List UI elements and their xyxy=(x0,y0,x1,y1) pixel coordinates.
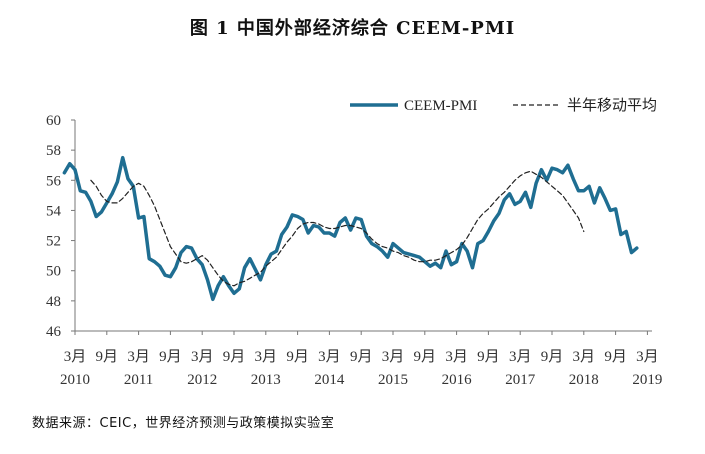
y-axis-labels: 60 58 56 54 52 50 48 46 xyxy=(46,113,62,340)
x-tick-year: 2017 xyxy=(505,372,536,388)
y-tick-label: 48 xyxy=(46,294,61,310)
x-tick-month: 9月 xyxy=(96,349,119,365)
x-tick-year: 2016 xyxy=(442,372,473,388)
x-tick-year: 2018 xyxy=(569,372,599,388)
y-tick-label: 58 xyxy=(46,143,61,159)
x-tick-month: 3月 xyxy=(636,349,659,365)
legend-label: 半年移动平均 xyxy=(567,97,657,114)
x-tick-month: 3月 xyxy=(573,349,596,365)
x-tick-month: 9月 xyxy=(604,349,627,365)
y-tick-label: 52 xyxy=(46,234,61,250)
x-tick-year: 2019 xyxy=(632,372,662,388)
x-tick-month: 3月 xyxy=(382,349,405,365)
y-tick-label: 54 xyxy=(46,203,62,219)
x-tick-month: 9月 xyxy=(414,349,437,365)
source-note: 数据来源：CEIC，世界经济预测与政策模拟实验室 xyxy=(32,416,335,431)
x-axis-labels: 3月 2010 9月 3月 2011 9月 3月 2012 9月 3月 2013 9月 3月 2014 9月… xyxy=(60,349,662,388)
chart-legend: CEEM-PMI 半年移动平均 xyxy=(350,97,657,114)
x-tick-month: 3月 xyxy=(255,349,278,365)
y-tick-label: 46 xyxy=(46,324,62,340)
series-line-ceem-pmi xyxy=(62,155,639,302)
x-tick-month: 9月 xyxy=(286,349,309,365)
x-tick-month: 9月 xyxy=(477,349,500,365)
y-tick-label: 56 xyxy=(46,173,62,189)
legend-label: CEEM-PMI xyxy=(404,98,477,114)
x-tick-month: 3月 xyxy=(445,349,468,365)
x-tick-year: 2014 xyxy=(314,372,345,388)
x-tick-year: 2015 xyxy=(378,372,408,388)
y-tick-label: 60 xyxy=(46,113,61,129)
x-tick-month: 3月 xyxy=(318,349,341,365)
y-tick-label: 50 xyxy=(46,264,61,280)
x-tick-year: 2010 xyxy=(60,372,90,388)
x-tick-month: 3月 xyxy=(127,349,150,365)
x-tick-month: 9月 xyxy=(223,349,246,365)
line-chart: 60 58 56 54 52 50 48 46 3月 2010 9月 3月 2011 9月 3月 2012 9… xyxy=(46,97,662,388)
x-tick-year: 2013 xyxy=(251,372,281,388)
x-tick-year: 2011 xyxy=(124,372,153,388)
x-tick-month: 9月 xyxy=(350,349,373,365)
x-tick-month: 3月 xyxy=(191,349,214,365)
chart-axes xyxy=(71,119,652,335)
chart-title: 图 1 中国外部经济综合 CEEM-PMI xyxy=(189,18,516,39)
x-tick-year: 2012 xyxy=(187,372,217,388)
series-line-moving-average xyxy=(90,170,585,287)
x-tick-month: 3月 xyxy=(64,349,87,365)
x-tick-month: 3月 xyxy=(509,349,532,365)
x-tick-month: 9月 xyxy=(159,349,182,365)
series-layer xyxy=(62,155,639,302)
x-tick-month: 9月 xyxy=(541,349,564,365)
